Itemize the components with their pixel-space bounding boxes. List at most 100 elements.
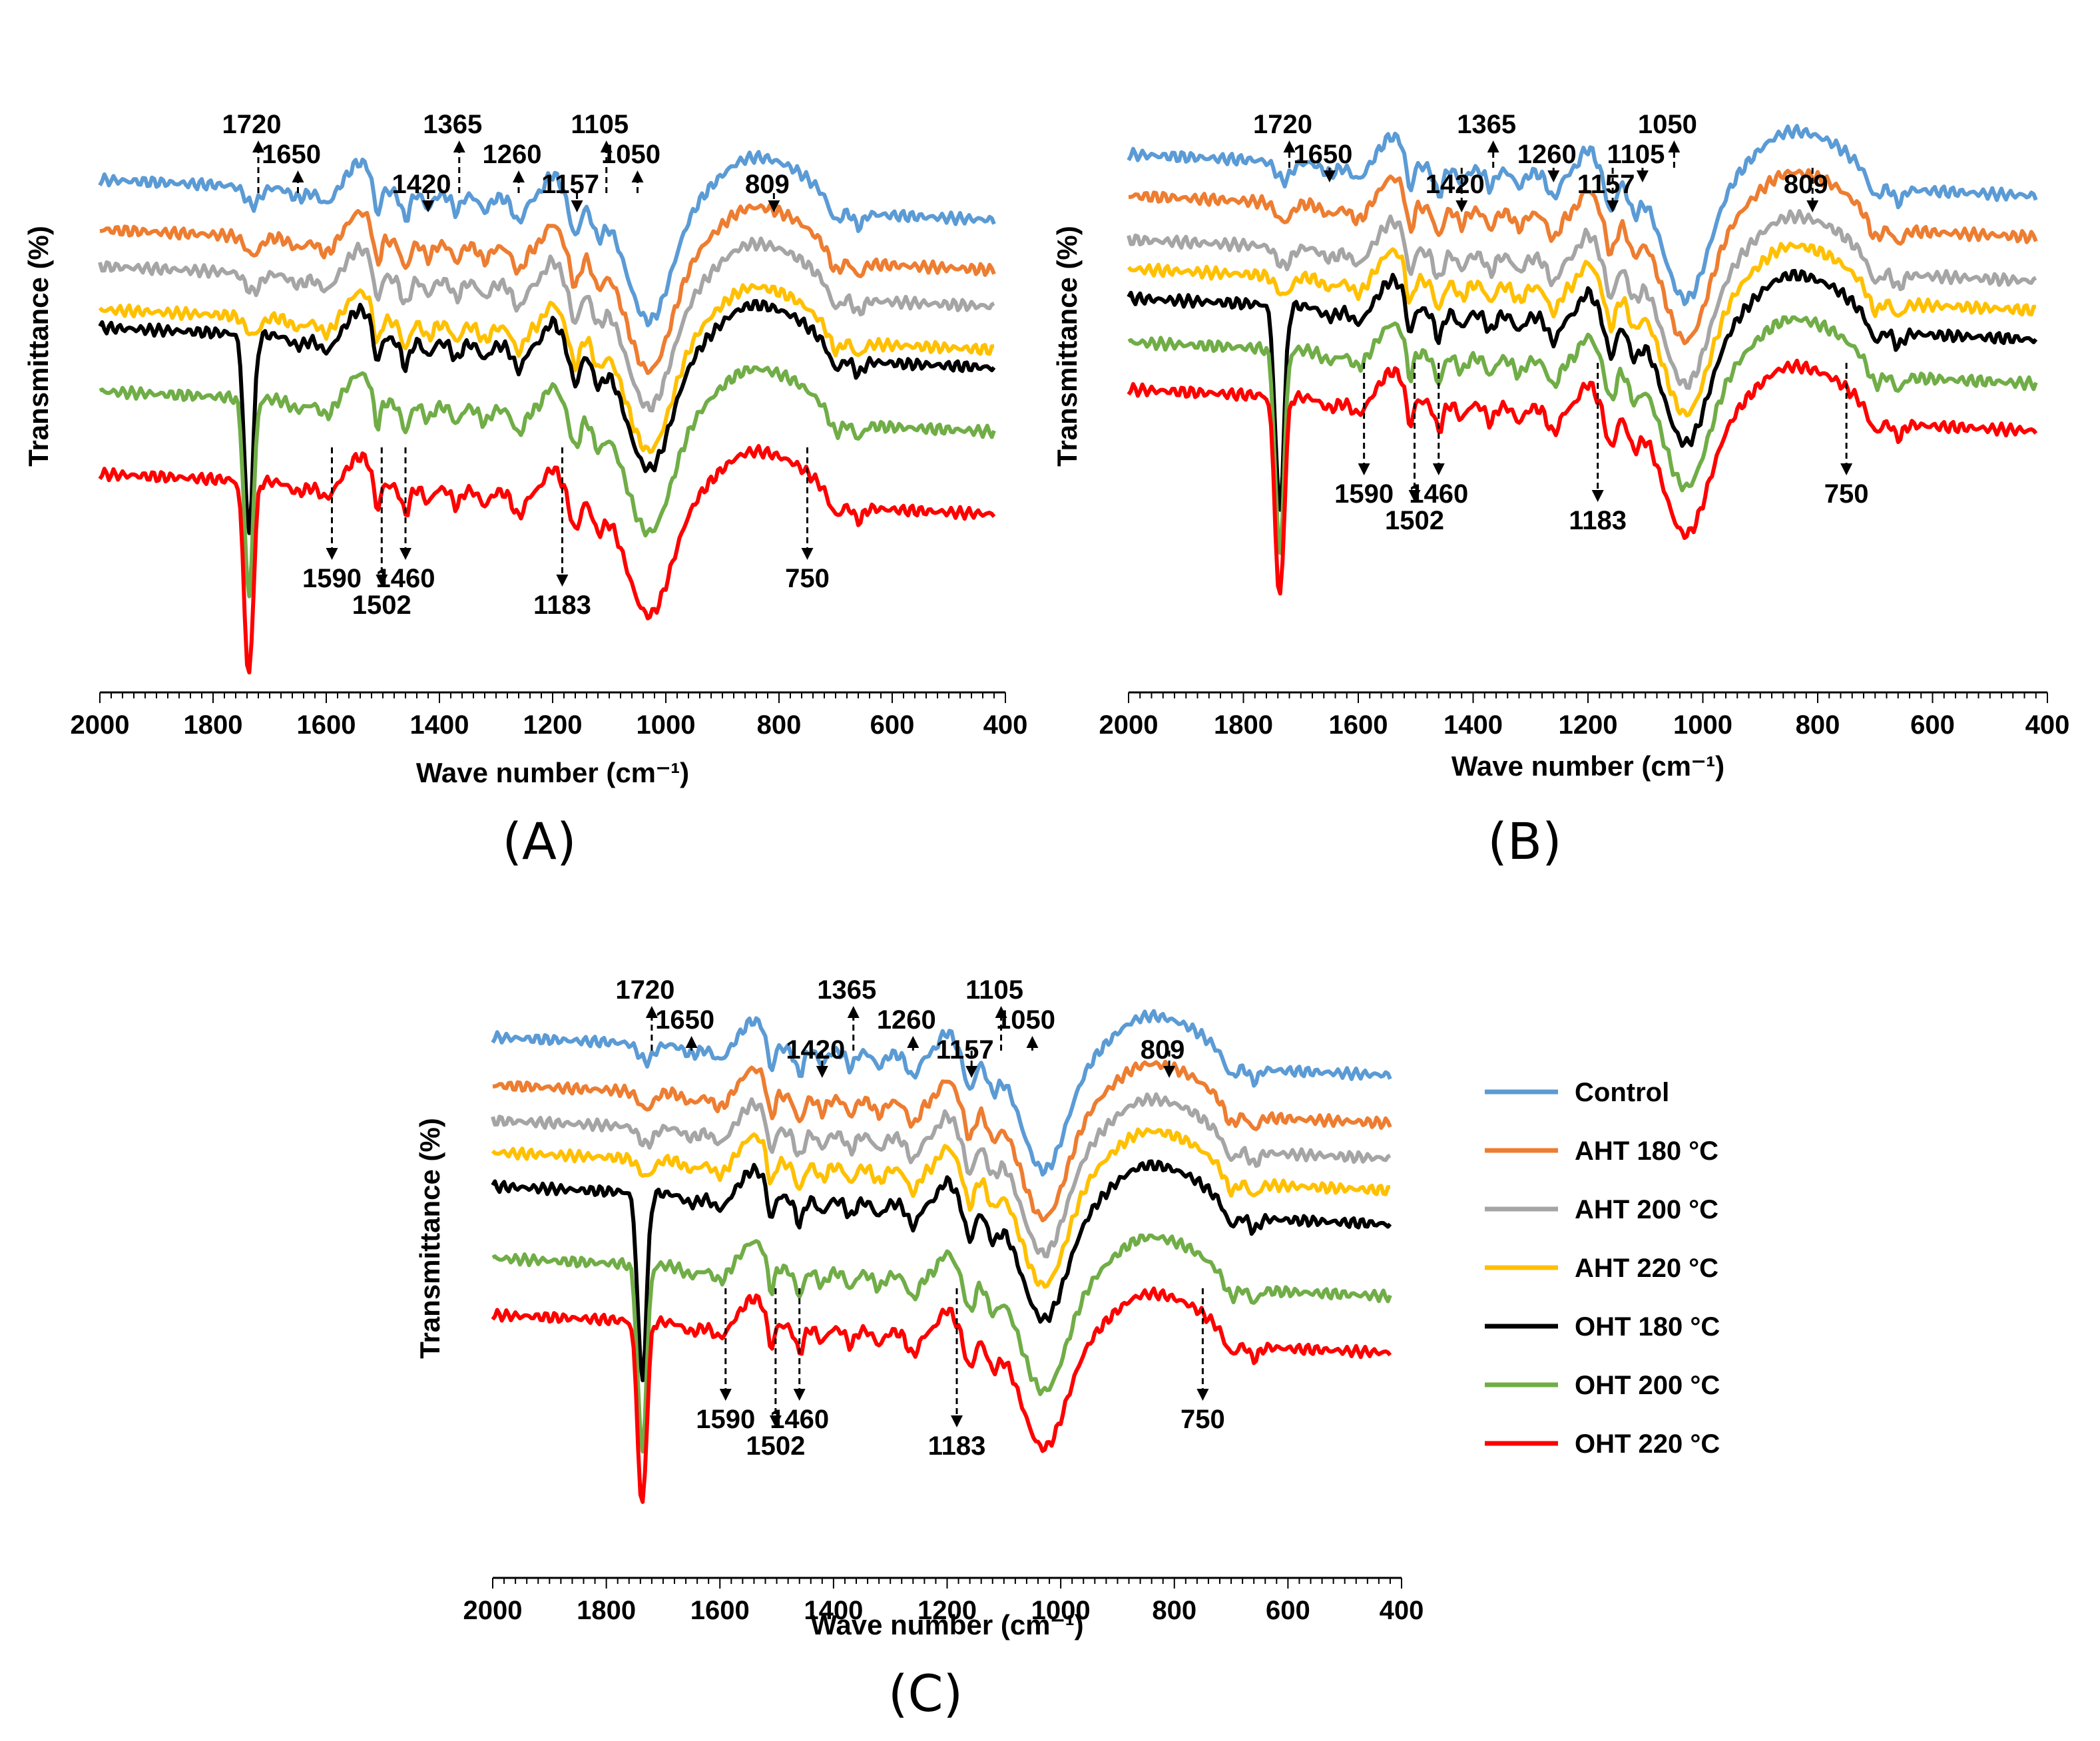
band-label: 1460 [1409, 479, 1468, 509]
band-label: 1720 [1253, 110, 1312, 139]
series-line-oht-220-c [1127, 358, 2038, 596]
band-label: 809 [745, 170, 790, 199]
band-label: 1502 [746, 1431, 805, 1461]
x-tick-label: 1200 [523, 710, 583, 740]
band-label: 1260 [877, 1005, 936, 1035]
legend-label: AHT 200 °C [1575, 1195, 1718, 1224]
band-label: 809 [1141, 1035, 1185, 1065]
x-axis-title: Wave number (cm⁻¹) [810, 1609, 1083, 1640]
panel-c: 2000 1800 1600 1400 1200 1000 800 600 400 Wave nu… [414, 975, 1424, 1723]
x-tick-label: 400 [1380, 1596, 1424, 1625]
band-label: 1105 [571, 110, 629, 139]
x-tick-label: 2000 [71, 710, 130, 740]
x-tick-label: 800 [1796, 710, 1840, 740]
legend-label: OHT 220 °C [1575, 1429, 1720, 1459]
band-label: 1590 [1334, 479, 1394, 509]
x-tick-label: 1200 [918, 1596, 977, 1625]
x-tick-label: 600 [1266, 1596, 1310, 1625]
legend-label: Control [1575, 1078, 1669, 1107]
band-label: 1650 [655, 1005, 714, 1035]
x-tick-label: 1200 [1559, 710, 1618, 740]
legend-label: AHT 180 °C [1575, 1136, 1718, 1166]
x-tick-label: 600 [870, 710, 915, 740]
x-tick-label: 800 [757, 710, 802, 740]
panel-letter: (A) [502, 812, 576, 871]
series-line-control [491, 1009, 1392, 1177]
band-label: 1365 [817, 975, 876, 1005]
series-line-oht-200-c [1127, 315, 2038, 555]
series-line-oht-180-c [1127, 268, 2038, 512]
x-tick-label: 600 [1910, 710, 1955, 740]
series-line-aht-200-c [1127, 209, 2037, 390]
band-label: 750 [1824, 479, 1869, 509]
x-tick-label: 1800 [1214, 710, 1273, 740]
band-label: 1260 [483, 140, 542, 169]
y-axis-title: Transmittance (%) [414, 1118, 445, 1359]
x-tick-label: 2000 [463, 1596, 523, 1625]
x-tick-label: 1400 [1444, 710, 1503, 740]
x-tick-label: 1800 [577, 1596, 636, 1625]
x-tick-label: 1600 [690, 1596, 750, 1625]
band-label: 1157 [541, 170, 599, 199]
band-label: 1105 [965, 975, 1023, 1005]
x-axis-title: Wave number (cm⁻¹) [416, 757, 689, 788]
x-tick-label: 1400 [804, 1596, 863, 1625]
series-line-aht-220-c [1127, 242, 2036, 418]
series-line-oht-180-c [491, 1159, 1392, 1383]
band-label: 1050 [1638, 110, 1697, 139]
series-line-aht-200-c [98, 236, 995, 413]
x-tick-label: 1600 [297, 710, 356, 740]
x-tick-label: 1000 [1673, 710, 1732, 740]
legend-label: OHT 180 °C [1575, 1312, 1720, 1342]
x-tick-label: 1600 [1329, 710, 1388, 740]
band-label: 750 [1181, 1405, 1225, 1434]
y-axis-title: Transmittance (%) [23, 226, 54, 467]
panel-letter: (C) [888, 1664, 963, 1723]
series-line-oht-200-c [99, 365, 996, 599]
band-label: 1502 [1385, 506, 1444, 535]
band-label: 1420 [392, 170, 451, 199]
band-label: 1050 [996, 1005, 1055, 1035]
band-label: 1157 [936, 1035, 994, 1065]
band-label: 1590 [302, 564, 362, 593]
band-label: 1183 [1569, 506, 1627, 535]
x-axis-title: Wave number (cm⁻¹) [1451, 750, 1724, 782]
series-line-aht-220-c [491, 1127, 1390, 1289]
series-line-aht-180-c [1128, 168, 2038, 346]
band-label: 1650 [262, 140, 321, 169]
panel-letter: (B) [1487, 812, 1561, 871]
x-tick-label: 800 [1152, 1596, 1196, 1625]
band-label: 809 [1784, 170, 1828, 199]
legend-label: AHT 220 °C [1575, 1254, 1718, 1283]
band-label: 1157 [1577, 170, 1635, 199]
band-label: 1365 [423, 110, 482, 139]
series-line-control [1127, 124, 2038, 306]
series-line-aht-200-c [491, 1092, 1392, 1259]
band-label: 1420 [786, 1035, 845, 1065]
band-label: 1050 [601, 140, 660, 169]
series-line-aht-220-c [98, 283, 994, 454]
band-label: 750 [785, 564, 830, 593]
x-tick-label: 1400 [410, 710, 469, 740]
legend-label: OHT 200 °C [1575, 1371, 1720, 1400]
band-label: 1590 [696, 1405, 755, 1434]
x-tick-label: 400 [2025, 710, 2070, 740]
panel-b: 2000 1800 1600 1400 1200 1000 800 600 400 Wave nu… [1051, 110, 2069, 871]
band-label: 1260 [1517, 140, 1577, 169]
y-axis-title: Transmittance (%) [1051, 226, 1083, 467]
panel-a: 2000 1800 1600 1400 1200 1000 800 600 400 Wave nu… [23, 110, 1027, 871]
x-tick-label: 1800 [184, 710, 243, 740]
x-tick-label: 1000 [1031, 1596, 1091, 1625]
x-tick-label: 1000 [637, 710, 696, 740]
band-label: 1183 [533, 591, 591, 620]
x-tick-label: 2000 [1099, 710, 1159, 740]
series-line-oht-200-c [491, 1233, 1392, 1454]
band-label: 1105 [1607, 140, 1665, 169]
band-label: 1183 [928, 1431, 986, 1461]
series-line-oht-220-c [491, 1286, 1392, 1504]
band-label: 1720 [615, 975, 674, 1005]
band-label: 1650 [1293, 140, 1352, 169]
legend: Control AHT 180 °C AHT 200 °C AHT 220 °C OHT… [1485, 1078, 1720, 1459]
x-tick-label: 400 [983, 710, 1028, 740]
